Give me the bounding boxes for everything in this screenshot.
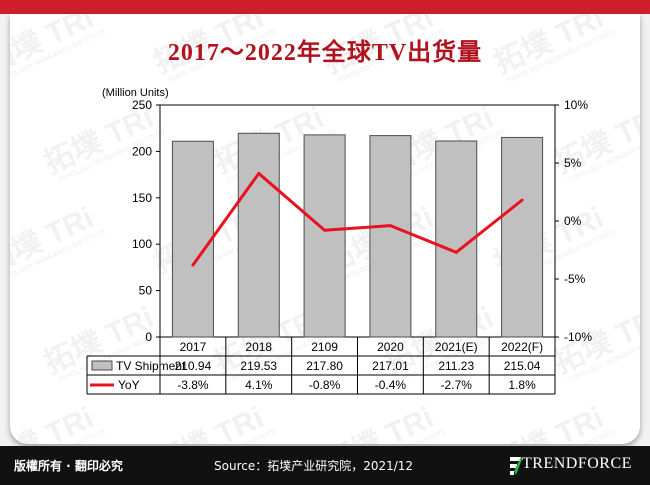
line-point bbox=[323, 228, 327, 232]
chart-title: 2017～2022年全球TV出货量 bbox=[167, 40, 483, 66]
y-left-tick-label: 250 bbox=[132, 98, 152, 112]
bar bbox=[237, 132, 280, 338]
x-tick-label: 2022(F) bbox=[501, 340, 543, 354]
y-right-tick-label: 10% bbox=[564, 98, 588, 112]
y-right-tick-label: -5% bbox=[564, 272, 586, 286]
y-left-tick-label: 150 bbox=[132, 191, 152, 205]
data-label: 210.94 bbox=[175, 359, 212, 373]
y-left-axis-label: (Million Units) bbox=[102, 87, 169, 99]
x-tick-label: 2021(E) bbox=[435, 340, 478, 354]
top-accent-bar bbox=[0, 0, 650, 14]
data-label: 217.80 bbox=[306, 359, 343, 373]
data-label: 1.8% bbox=[508, 378, 536, 392]
y-left-tick-label: 50 bbox=[139, 284, 153, 298]
line-point bbox=[454, 250, 458, 254]
y-left-tick-label: 200 bbox=[132, 144, 152, 158]
data-label: -3.8% bbox=[177, 378, 209, 392]
y-right-tick-label: 5% bbox=[564, 156, 582, 170]
line-point bbox=[257, 171, 261, 175]
data-label: 4.1% bbox=[245, 378, 273, 392]
data-label: -0.8% bbox=[309, 378, 341, 392]
copyright-notice: 版權所有 · 翻印必究 bbox=[14, 459, 123, 473]
line-point bbox=[191, 263, 195, 267]
legend-swatch-tv-shipment bbox=[91, 360, 113, 371]
line-point bbox=[388, 224, 392, 228]
bar bbox=[303, 134, 346, 338]
y-left-tick-label: 0 bbox=[145, 330, 152, 344]
trendforce-logo-icon bbox=[510, 457, 522, 475]
legend-label: YoY bbox=[118, 378, 140, 392]
bar bbox=[435, 140, 478, 338]
x-tick-label: 2109 bbox=[311, 340, 338, 354]
y-left-tick-label: 100 bbox=[132, 237, 152, 251]
slide-panel: 拓墣 TRi TOPOLOGY RESEARCH INSTITUTE 拓墣 TRi T… bbox=[10, 14, 640, 444]
data-label: 217.01 bbox=[372, 359, 409, 373]
trendforce-logo-text: TRENDFORCE bbox=[522, 455, 632, 472]
data-label: -2.7% bbox=[441, 378, 473, 392]
data-label: -0.4% bbox=[375, 378, 407, 392]
chart-canvas: (Million Units) 0 50 100 150 200 250 -10% -5% 0% 5… bbox=[86, 87, 592, 395]
data-label: 219.53 bbox=[240, 359, 277, 373]
x-tick-label: 2020 bbox=[377, 340, 404, 354]
x-tick-label: 2017 bbox=[180, 340, 207, 354]
line-point bbox=[520, 198, 524, 202]
bar bbox=[369, 135, 412, 338]
line-series-yoy bbox=[191, 171, 524, 266]
bar bbox=[501, 136, 544, 338]
data-label: 211.23 bbox=[438, 359, 474, 373]
legend-label: TV Shipment bbox=[116, 359, 186, 373]
x-tick-label: 2018 bbox=[245, 340, 272, 354]
bar bbox=[171, 140, 214, 338]
source-note: Source：拓墣产业研究院，2021/12 bbox=[214, 459, 414, 473]
footer-bar: 版權所有 · 翻印必究 Source：拓墣产业研究院，2021/12 TREND… bbox=[0, 446, 650, 485]
y-right-tick-label: 0% bbox=[564, 214, 582, 228]
data-label: 215.04 bbox=[504, 359, 541, 373]
y-right-tick-label: -10% bbox=[564, 330, 592, 344]
